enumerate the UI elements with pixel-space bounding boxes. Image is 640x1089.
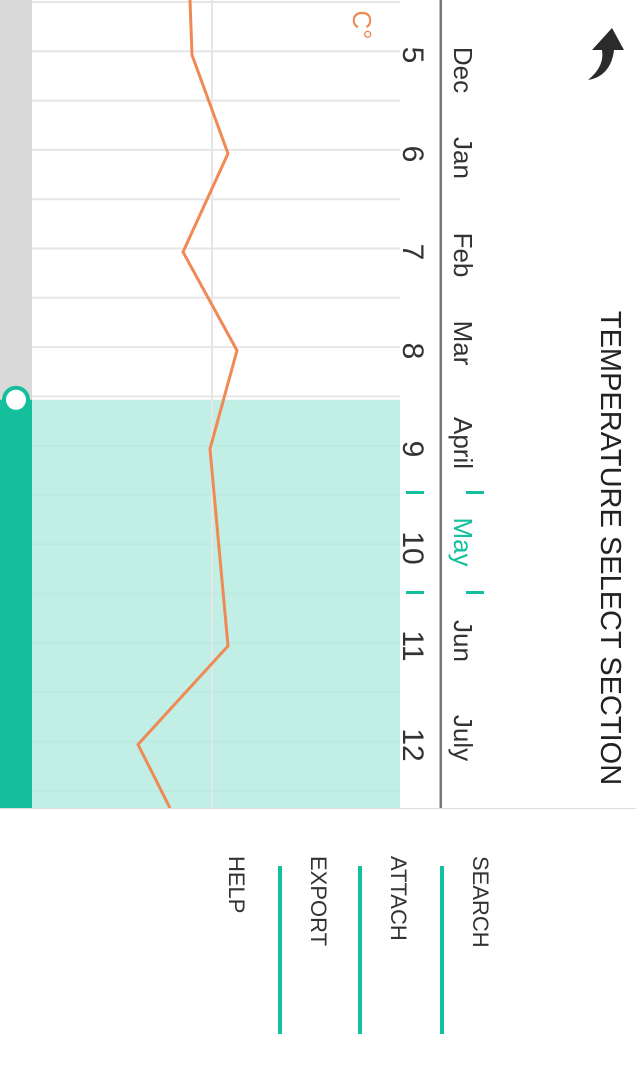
menu-separator: [278, 866, 282, 1034]
timeline-number[interactable]: 8: [396, 342, 429, 359]
temperature-chart[interactable]: [0, 0, 442, 808]
timeline-number[interactable]: 10: [396, 530, 429, 565]
timeline-number[interactable]: 9: [396, 440, 429, 458]
back-button[interactable]: [568, 24, 628, 88]
range-rail-selected[interactable]: [0, 399, 32, 808]
range-handle[interactable]: [2, 385, 30, 414]
section-divider: [0, 808, 636, 809]
chart-canvas: [0, 0, 442, 808]
menu-separator: [440, 866, 444, 1034]
back-arrow-icon: [588, 28, 624, 80]
selection-marker: [466, 591, 484, 594]
unit-label: C°: [347, 10, 377, 40]
month-tab[interactable]: July: [448, 714, 478, 762]
series-line-temperature: [136, 0, 239, 808]
menu-item-export[interactable]: EXPORT: [306, 856, 331, 947]
selection-range[interactable]: [32, 399, 400, 808]
menu-item-help[interactable]: HELP: [224, 856, 249, 914]
timeline-number[interactable]: 6: [396, 145, 429, 162]
timeline-number[interactable]: 11: [396, 630, 429, 662]
selection-marker: [466, 491, 484, 494]
page-title: TEMPERATURE SELECT SECTION: [594, 310, 626, 786]
menu-item-attach[interactable]: ATTACH: [386, 856, 411, 941]
timeline-number[interactable]: 7: [396, 243, 429, 261]
timeline-number[interactable]: 5: [396, 46, 429, 64]
selection-marker: [406, 591, 424, 594]
timeline-number[interactable]: 12: [396, 727, 429, 762]
menu-item-search[interactable]: SEARCH: [468, 856, 493, 948]
menu-separator: [358, 866, 362, 1034]
selection-marker: [406, 491, 424, 494]
